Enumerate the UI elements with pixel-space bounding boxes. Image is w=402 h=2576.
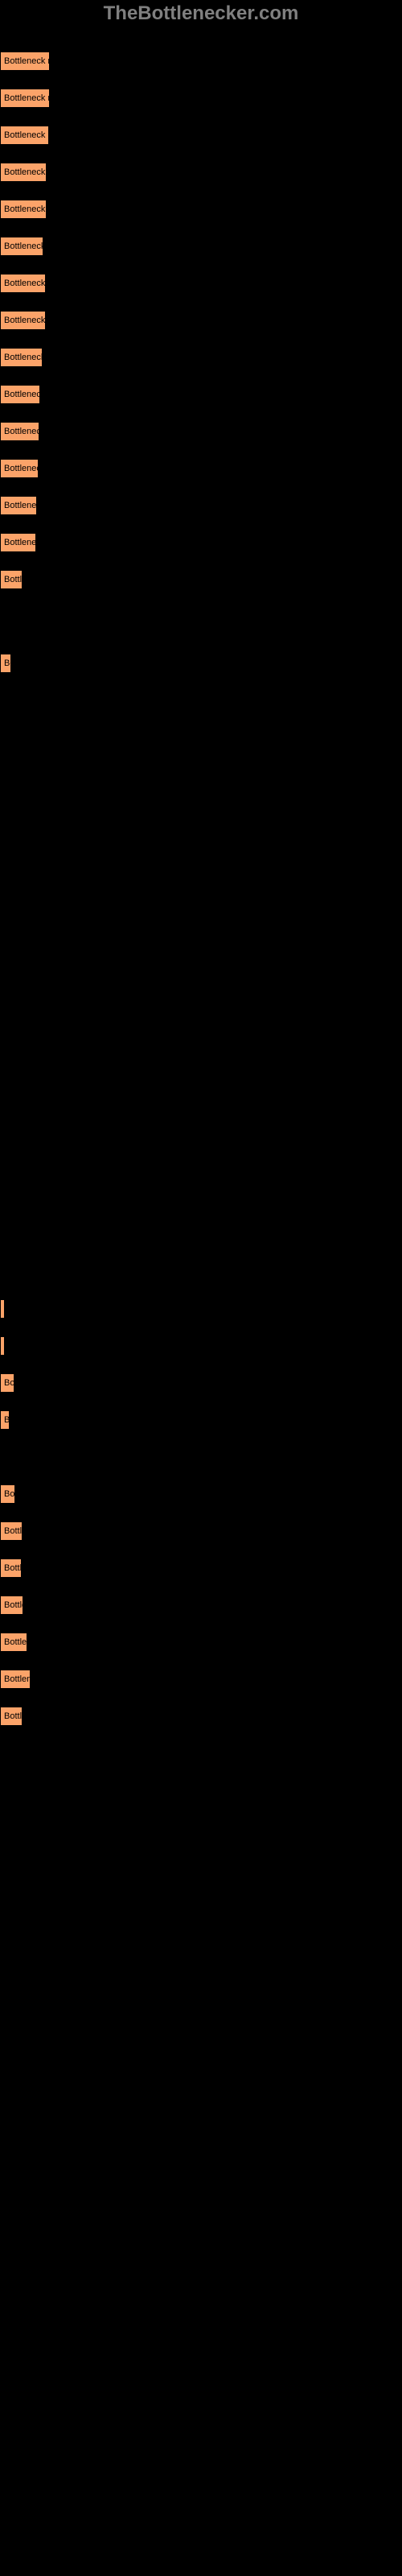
bar-row: Bottleneck re [0,52,50,71]
bar: Bottl [0,570,23,589]
bar [0,1299,5,1319]
bar: Bottle [0,1596,23,1615]
bar: Bo [0,654,11,673]
bar-row: Bottleneck re [0,89,50,108]
bar: Bottlenec [0,496,37,515]
bar: Bottleneck [0,348,43,367]
bar-row: Bottleneck r [0,274,46,293]
bar: Bo [0,1373,14,1393]
bar: Bottleneck re [0,52,50,71]
bar-row: Bottleneck [0,422,39,441]
bar: Bottler [0,1633,27,1652]
bar-row: Bottleneck r [0,200,47,219]
bar-row: Bottleneck [0,237,43,256]
bar: Bottlen [0,1670,31,1689]
bar-row [0,1299,5,1319]
bar-row: Bottleneck r [0,311,46,330]
bar-row: Bottleneck [0,348,43,367]
bar: Bottl [0,1707,23,1726]
bar: Bottleneck [0,422,39,441]
bar-chart: Bottleneck re Bottleneck re Bottleneck re B… [0,27,402,2571]
bar-row: B [0,1410,10,1430]
bar-row: Bottleneck re [0,126,49,145]
bar: Bo [0,1484,15,1504]
bar-row: Bo [0,1484,15,1504]
bar-row: Bottler [0,1633,27,1652]
bar: Bottleneck re [0,89,50,108]
bar: Bottleneck r [0,274,46,293]
bar-row: Bottle [0,1521,23,1541]
bar-row: Bottlenec [0,533,36,552]
bar-row: Bottlenec [0,459,39,478]
bar: Bottleneck [0,237,43,256]
bar: Bottlenec [0,533,36,552]
bar-row: Bo [0,654,11,673]
bar-row: Bottlen [0,1670,31,1689]
bar-row: Bottleneck [0,385,40,404]
bar-row: Bottleneck r [0,163,47,182]
bar-row: Bottl [0,570,23,589]
bar: Bottl [0,1558,22,1578]
bar: E [0,1336,5,1356]
bar: Bottleneck re [0,126,49,145]
bar: Bottlenec [0,459,39,478]
bar-row: E [0,1336,5,1356]
bar: Bottle [0,1521,23,1541]
bar-row: Bottlenec [0,496,37,515]
bar-row: Bo [0,1373,14,1393]
bar-row: Bottle [0,1596,23,1615]
page-title: TheBottlenecker.com [0,0,402,27]
bar: Bottleneck [0,385,40,404]
bar: Bottleneck r [0,311,46,330]
bar-row: Bottl [0,1707,23,1726]
bar: B [0,1410,10,1430]
bar-row: Bottl [0,1558,22,1578]
bar: Bottleneck r [0,200,47,219]
bar: Bottleneck r [0,163,47,182]
